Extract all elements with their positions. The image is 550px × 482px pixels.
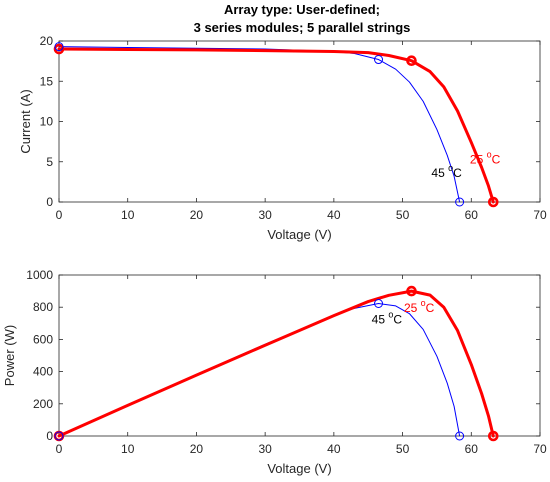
chart-0-marker-1 xyxy=(406,55,417,67)
figure-title-line1: Array type: User-defined; xyxy=(224,2,380,17)
chart-1-annotation-0: 45 oC xyxy=(372,309,403,326)
figure-title-line2: 3 series modules; 5 parallel strings xyxy=(194,20,411,35)
chart-0-annotation-1: 25 oC xyxy=(470,149,501,166)
chart-0-y-tick-label: 15 xyxy=(40,74,54,88)
chart-0-annotation-0: 45 oC xyxy=(431,163,462,180)
chart-0-y-tick-label: 20 xyxy=(40,34,54,48)
chart-0-x-tick-label: 30 xyxy=(258,208,272,222)
chart-1-x-axis-label: Voltage (V) xyxy=(267,461,331,476)
chart-1-y-tick-label: 400 xyxy=(33,365,53,379)
chart-0-x-tick-label: 60 xyxy=(465,208,479,222)
chart-0-marker-5 xyxy=(455,197,465,207)
chart-0-x-tick-label: 40 xyxy=(327,208,341,222)
chart-1-marker-5 xyxy=(455,431,465,441)
chart-1-y-tick-label: 600 xyxy=(33,332,53,346)
chart-1-marker-1 xyxy=(406,285,417,297)
chart-1-axes-box xyxy=(58,274,541,437)
current-voltage-plot: 0 10 20 30 40 50 60 70 0 5 10 15 20 Voltage (V) Curren… xyxy=(18,34,547,242)
chart-1-y-tick-label: 800 xyxy=(33,300,53,314)
chart-1-annotation-1: 25 oC xyxy=(404,298,435,315)
chart-1-series-line-0 xyxy=(57,289,495,438)
chart-0-x-axis-label: Voltage (V) xyxy=(267,227,331,242)
chart-0-y-tick-label: 0 xyxy=(46,195,53,209)
chart-0-y-tick-label: 10 xyxy=(40,115,54,129)
chart-1-y-tick-label: 1000 xyxy=(26,268,53,282)
power-voltage-plot: 0 10 20 30 40 50 60 70 0 200 400 600 800 1000 Voltage … xyxy=(2,268,547,476)
chart-1-x-tick-label: 30 xyxy=(258,442,272,456)
chart-0-x-tick-label: 0 xyxy=(56,208,63,222)
chart-0-x-tick-label: 50 xyxy=(396,208,410,222)
chart-1-x-tick-label: 20 xyxy=(190,442,204,456)
chart-1-x-tick-label: 60 xyxy=(465,442,479,456)
chart-1-marker-3 xyxy=(54,431,64,441)
chart-0-series-line-0 xyxy=(57,47,495,204)
chart-1-x-tick-label: 0 xyxy=(56,442,63,456)
chart-1-y-axis-label: Power (W) xyxy=(2,325,17,386)
chart-0-y-axis-label: Current (A) xyxy=(18,89,33,153)
chart-0-axes-box xyxy=(58,40,541,203)
chart-1-x-tick-label: 10 xyxy=(121,442,135,456)
chart-1-x-tick-label: 70 xyxy=(533,442,547,456)
chart-1-x-tick-label: 50 xyxy=(396,442,410,456)
chart-0-marker-0 xyxy=(53,43,65,55)
chart-0-x-tick-label: 10 xyxy=(121,208,135,222)
chart-1-marker-4 xyxy=(374,298,384,308)
chart-1-y-tick-label: 200 xyxy=(33,397,53,411)
chart-1-x-tick-label: 40 xyxy=(327,442,341,456)
chart-1-y-tick-label: 0 xyxy=(46,429,53,443)
chart-0-series-line-1 xyxy=(58,46,461,203)
chart-1-marker-2 xyxy=(487,430,499,442)
chart-0-y-tick-label: 5 xyxy=(46,155,53,169)
chart-0-marker-4 xyxy=(374,55,384,65)
chart-0-marker-2 xyxy=(487,196,499,208)
chart-0-x-tick-label: 70 xyxy=(533,208,547,222)
chart-0-x-tick-label: 20 xyxy=(190,208,204,222)
chart-0-marker-3 xyxy=(54,42,64,52)
